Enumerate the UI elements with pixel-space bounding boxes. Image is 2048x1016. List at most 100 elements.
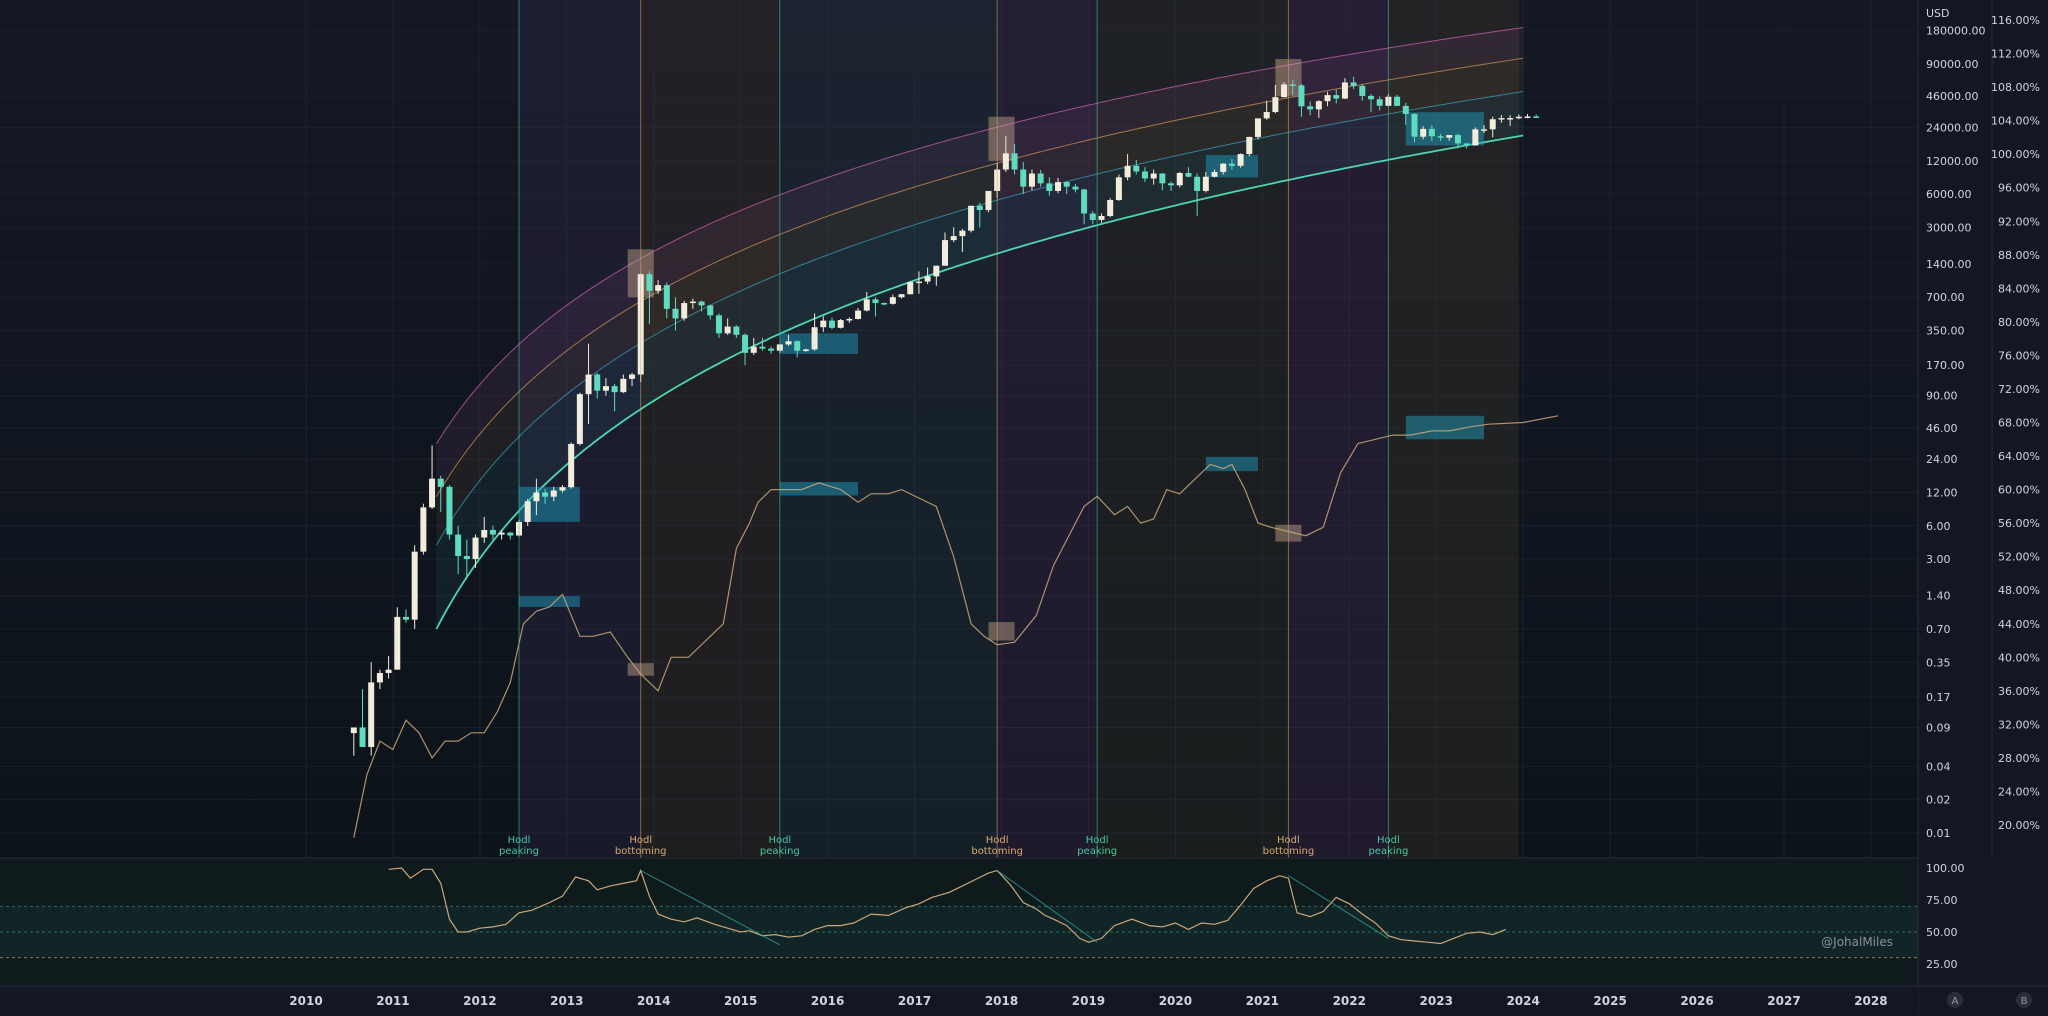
candle-body xyxy=(733,326,740,335)
candle-body xyxy=(802,349,809,351)
highlight-box xyxy=(988,116,1015,161)
price-tick-label: 180000.00 xyxy=(1926,25,1986,38)
hodl-marker-label: peaking xyxy=(499,846,539,857)
regression-band-lower xyxy=(435,134,1524,630)
oscillator-tick-label: 50.00 xyxy=(1926,926,1958,939)
candle-body xyxy=(872,299,879,304)
highlight-box xyxy=(1405,112,1485,146)
percent-tick-label: 32.00% xyxy=(1998,718,2040,731)
candle-body xyxy=(1246,136,1253,155)
cycle-shading xyxy=(1388,0,1519,857)
highlight-box xyxy=(519,596,580,607)
candle-body xyxy=(1402,105,1409,114)
candle-body xyxy=(863,299,870,311)
candle-body xyxy=(811,327,818,350)
candle-body xyxy=(1263,112,1270,119)
highlight-box xyxy=(779,482,859,496)
percent-tick-label: 116.00% xyxy=(1991,14,2040,27)
percent-tick-label: 92.00% xyxy=(1998,215,2040,228)
candle-body xyxy=(820,320,827,328)
time-tick-label: 2018 xyxy=(985,994,1018,1008)
candle-body xyxy=(524,501,531,522)
candle-body xyxy=(1315,101,1322,110)
scale-mode-button-a[interactable]: A xyxy=(1947,992,1963,1008)
candle-body xyxy=(1454,135,1461,144)
time-tick-label: 2017 xyxy=(898,994,931,1008)
time-tick-label: 2020 xyxy=(1159,994,1192,1008)
hodl-marker-label: Hodl xyxy=(1377,835,1400,846)
price-tick-label: 0.35 xyxy=(1926,656,1951,669)
candle-body xyxy=(489,529,496,535)
oscillator-trendline xyxy=(640,870,781,946)
cycle-shading xyxy=(779,0,998,857)
candle-body xyxy=(698,301,705,306)
price-tick-label: 46.00 xyxy=(1926,422,1958,435)
candle-body xyxy=(394,616,401,670)
oscillator-tick-label: 25.00 xyxy=(1926,958,1958,971)
time-tick-label: 2028 xyxy=(1854,994,1887,1008)
time-tick-label: 2024 xyxy=(1506,994,1539,1008)
scale-mode-button-b[interactable]: B xyxy=(2016,992,2032,1008)
oscillator-trendline xyxy=(996,870,1098,943)
candle-body xyxy=(1524,116,1531,118)
candle-body xyxy=(924,276,931,282)
candle-body xyxy=(1072,186,1079,190)
candle-body xyxy=(855,310,862,319)
percent-tick-label: 44.00% xyxy=(1998,618,2040,631)
percent-tick-label: 100.00% xyxy=(1991,148,2040,161)
candle-body xyxy=(1350,82,1357,86)
scale-button-bg xyxy=(1947,992,1963,1008)
price-tick-label: 1400.00 xyxy=(1926,258,1972,271)
time-tick-label: 2023 xyxy=(1420,994,1453,1008)
candle-body xyxy=(1289,84,1296,86)
candle-body xyxy=(942,240,949,266)
cycle-shading xyxy=(640,0,780,857)
candle-body xyxy=(959,230,966,237)
price-tick-label: 24000.00 xyxy=(1926,121,1979,134)
candle-body xyxy=(463,555,470,560)
candle-body xyxy=(1141,171,1148,179)
scale-button-label: B xyxy=(2021,996,2028,1007)
candle-body xyxy=(1107,200,1114,216)
oscillator-tick-label: 100.00 xyxy=(1926,862,1965,875)
candle-body xyxy=(898,294,905,298)
candle-body xyxy=(472,537,479,560)
cycle-shading xyxy=(1288,0,1389,857)
candle-body xyxy=(602,386,609,391)
candle-body xyxy=(1307,106,1314,110)
candle-body xyxy=(533,492,540,502)
candle-body xyxy=(1098,215,1105,220)
hodl-marker-label: peaking xyxy=(760,846,800,857)
candle-body xyxy=(1115,177,1122,201)
candle-body xyxy=(585,374,592,395)
hodl-marker-label: Hodl xyxy=(768,835,791,846)
candle-body xyxy=(1228,163,1235,166)
time-tick-label: 2025 xyxy=(1593,994,1626,1008)
candle-body xyxy=(1202,176,1209,191)
time-axis-area xyxy=(0,986,1918,1012)
candle-body xyxy=(359,727,366,747)
hodl-marker-label: Hodl xyxy=(1086,835,1109,846)
candle-body xyxy=(663,285,670,309)
watermark: @JohalMiles xyxy=(1821,935,1893,949)
candle-body xyxy=(1481,129,1488,131)
candle-body xyxy=(1124,165,1131,178)
percent-line xyxy=(353,415,1559,838)
candle-body xyxy=(1463,143,1470,146)
candle-body xyxy=(1089,213,1096,220)
percent-tick-label: 108.00% xyxy=(1991,81,2040,94)
candle-body xyxy=(707,305,714,316)
oscillator-tick-label: 75.00 xyxy=(1926,894,1958,907)
time-tick-label: 2015 xyxy=(724,994,757,1008)
hodl-marker-label: bottoming xyxy=(615,846,667,857)
price-tick-label: 0.70 xyxy=(1926,623,1951,636)
percent-tick-label: 112.00% xyxy=(1991,48,2040,61)
percent-tick-label: 88.00% xyxy=(1998,249,2040,262)
highlight-box xyxy=(988,622,1015,641)
candle-body xyxy=(1420,128,1427,137)
candle-body xyxy=(759,346,766,349)
percent-tick-label: 72.00% xyxy=(1998,383,2040,396)
price-tick-label: 24.00 xyxy=(1926,453,1958,466)
candle-body xyxy=(933,265,940,277)
